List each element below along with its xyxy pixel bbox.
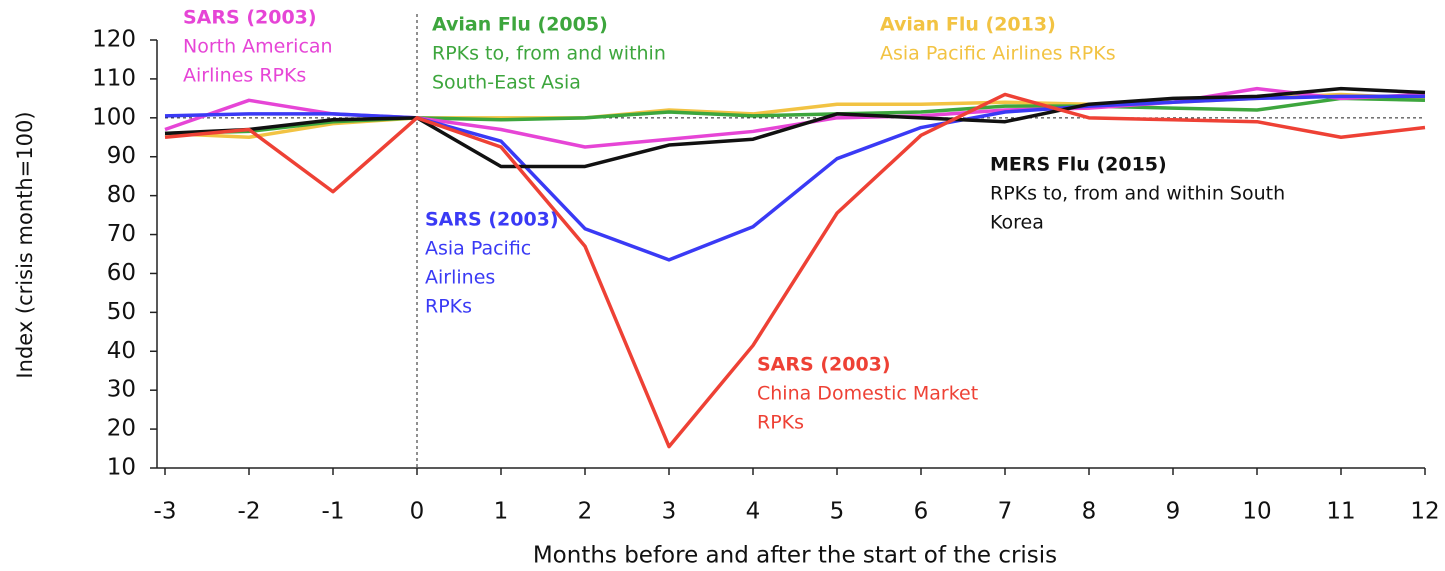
x-tick-label: 6 xyxy=(914,499,929,525)
x-tick-label: -2 xyxy=(238,499,261,525)
x-tick-label: 0 xyxy=(410,499,425,525)
x-axis-label: Months before and after the start of the… xyxy=(533,543,1057,569)
y-axis-label: Index (crisis month=100) xyxy=(13,111,37,378)
annotation-text: Airlines RPKs xyxy=(183,65,306,87)
x-tick-label: 2 xyxy=(578,499,593,525)
x-tick-label: 11 xyxy=(1326,499,1355,525)
annotation-text: Asia Pacific xyxy=(425,238,531,260)
annotation-text: Airlines xyxy=(425,267,495,289)
annotation-text: China Domestic Market xyxy=(757,383,978,405)
y-tick-label: 30 xyxy=(107,377,136,403)
x-tick-label: 10 xyxy=(1242,499,1271,525)
y-tick-label: 90 xyxy=(107,143,136,169)
series-line xyxy=(164,94,1425,262)
x-tick-label: 1 xyxy=(494,499,509,525)
x-tick-label: 4 xyxy=(746,499,761,525)
y-tick-label: 60 xyxy=(107,260,136,286)
y-tick-label: 100 xyxy=(92,104,136,130)
y-tick-label: 40 xyxy=(107,338,136,364)
x-tick-label: -1 xyxy=(322,499,345,525)
y-tick-label: 110 xyxy=(92,65,136,91)
annotation-title: Avian Flu (2005) xyxy=(432,14,608,36)
annotation-title: SARS (2003) xyxy=(425,209,559,231)
annotation-text: RPKs xyxy=(425,296,472,318)
x-tick-label: 7 xyxy=(998,499,1013,525)
annotation-title: Avian Flu (2013) xyxy=(880,14,1056,36)
annotation-text: South-East Asia xyxy=(432,72,581,94)
series-line xyxy=(164,86,1426,169)
annotation-title: SARS (2003) xyxy=(757,354,891,376)
annotation-title: SARS (2003) xyxy=(183,7,317,29)
x-tick-label: 9 xyxy=(1166,499,1181,525)
y-tick-label: 20 xyxy=(107,416,136,442)
annotation-text: North American xyxy=(183,36,333,58)
series-line xyxy=(164,92,1426,449)
y-tick-label: 80 xyxy=(107,182,136,208)
y-tick-label: 10 xyxy=(107,455,136,481)
x-tick-label: 8 xyxy=(1082,499,1097,525)
annotation-title: MERS Flu (2015) xyxy=(990,154,1167,176)
annotation-text: RPKs to, from and within xyxy=(432,43,666,65)
y-tick-label: 50 xyxy=(107,299,136,325)
annotation-text: RPKs xyxy=(757,412,804,434)
x-tick-label: 3 xyxy=(662,499,677,525)
annotation-text: Asia Pacific Airlines RPKs xyxy=(880,43,1116,65)
x-tick-label: 12 xyxy=(1410,499,1439,525)
y-tick-label: 70 xyxy=(107,221,136,247)
annotation-text: RPKs to, from and within South xyxy=(990,183,1285,205)
x-tick-label: -3 xyxy=(154,499,177,525)
annotation-text: Korea xyxy=(990,212,1044,234)
x-tick-label: 5 xyxy=(830,499,845,525)
y-tick-label: 120 xyxy=(92,27,136,53)
